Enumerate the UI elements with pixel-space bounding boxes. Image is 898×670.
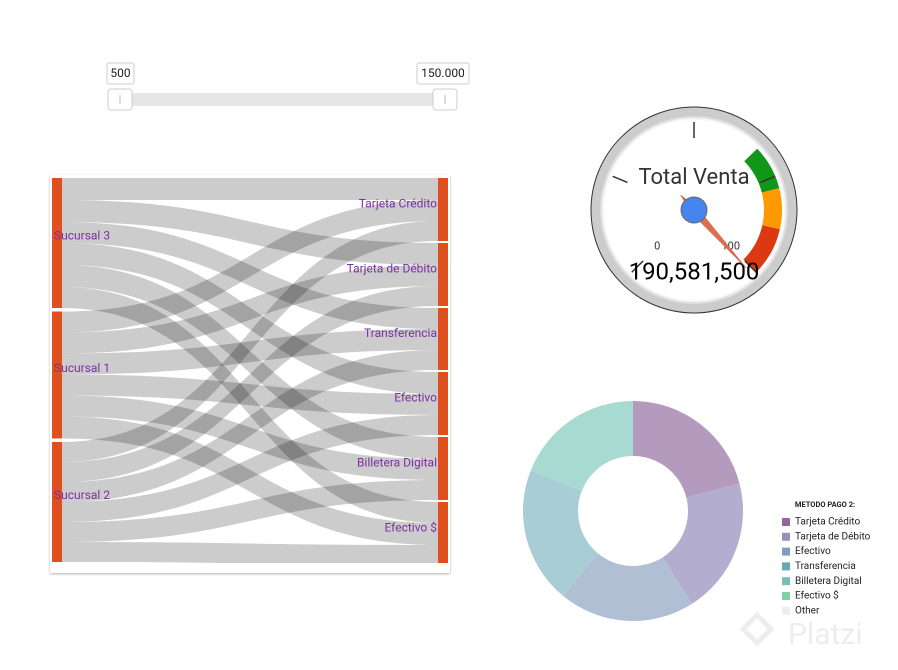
legend-label[interactable]: Tarjeta Crédito <box>795 517 860 528</box>
gauge-range <box>761 188 782 230</box>
gauge-label: Total Venta <box>638 165 749 190</box>
gauge-tick <box>631 260 644 273</box>
sankey-node <box>438 502 448 563</box>
legend-swatch <box>782 577 790 586</box>
donut-slice[interactable] <box>633 401 740 498</box>
source-label: Sucursal 2 <box>54 488 110 502</box>
sankey-link <box>62 200 438 333</box>
sankey-link <box>62 480 438 542</box>
gauge-tick <box>760 175 776 184</box>
gauge-tick <box>744 260 757 273</box>
legend-label[interactable]: Billetera Digital <box>795 576 862 587</box>
legend-title: METODO PAGO 2: <box>795 500 855 509</box>
legend-swatch <box>782 518 790 526</box>
legend-swatch <box>782 606 790 615</box>
sankey-node <box>438 243 448 306</box>
slider-high-box <box>416 62 470 85</box>
source-label: Sucursal 1 <box>54 361 110 375</box>
slider-low-box <box>106 62 135 85</box>
sankey-link <box>62 395 438 480</box>
gauge-tick-label: 0 <box>654 240 660 253</box>
gauge-tick <box>612 175 628 184</box>
target-label: Billetera Digital <box>357 456 437 470</box>
target-label: Tarjeta Crédito <box>359 197 437 211</box>
target-label: Efectivo <box>394 391 437 405</box>
sankey-link <box>62 350 438 502</box>
legend-label[interactable]: Other <box>795 605 820 616</box>
sankey-link <box>62 286 438 482</box>
slider-high-label: 150.000 <box>421 66 465 80</box>
sankey-node <box>438 178 448 241</box>
donut-slice[interactable] <box>523 470 598 596</box>
sankey-node <box>438 308 448 370</box>
donut-slice[interactable] <box>662 483 743 604</box>
legend-label[interactable]: Efectivo $ <box>795 589 839 602</box>
slider-low-label: 500 <box>110 66 130 80</box>
sankey: Sucursal 3 Sucursal 1 Sucursal 2 Tarjeta Cr… <box>52 178 448 563</box>
gauge-range <box>743 225 780 273</box>
legend-swatch <box>782 532 790 541</box>
donut-slice[interactable] <box>530 401 633 491</box>
sankey-link <box>62 415 438 522</box>
legend-swatch <box>782 562 790 571</box>
donut-chart: METODO PAGO 2: Tarjeta Crédito Tarjeta de… <box>523 401 871 621</box>
legend-swatch <box>782 592 790 600</box>
target-label: Tarjeta de Débito <box>347 262 438 276</box>
slider-track <box>120 93 445 106</box>
watermark: Platzi <box>739 611 863 652</box>
sankey-link <box>62 287 438 523</box>
range-slider[interactable]: 500 150.000 <box>106 62 470 106</box>
target-label: Transferencia <box>364 326 437 340</box>
sankey-node <box>52 178 62 308</box>
sankey-link <box>62 329 438 375</box>
target-label: Efectivo $ <box>384 521 437 535</box>
sankey-link <box>62 222 438 329</box>
sankey-link <box>62 374 438 415</box>
gauge-range <box>744 148 780 193</box>
source-label: Sucursal 3 <box>54 229 110 243</box>
legend-label[interactable]: Efectivo <box>795 545 831 557</box>
gauge-value: 190,581,500 <box>629 257 760 285</box>
sankey-node <box>438 437 448 500</box>
sankey-link <box>62 265 438 354</box>
legend-swatch <box>782 547 790 556</box>
legend-label[interactable]: Tarjeta de Débito <box>795 531 871 542</box>
sankey-link <box>62 243 438 394</box>
sankey-node <box>438 372 448 435</box>
sankey-node <box>52 311 62 439</box>
gauge-hub <box>680 196 708 224</box>
sankey-frame <box>50 175 450 573</box>
sankey-link <box>62 178 438 200</box>
donut-slice[interactable] <box>562 553 692 621</box>
sankey-link <box>62 200 438 265</box>
sankey-link <box>62 221 438 462</box>
sankey-node <box>52 442 62 562</box>
sankey-link <box>62 542 438 563</box>
sankey-link <box>62 416 438 545</box>
watermark-text: Platzi <box>788 617 863 652</box>
watermark-logo <box>739 611 775 647</box>
sankey-link <box>62 265 438 459</box>
legend-label[interactable]: Transferencia <box>795 560 856 572</box>
